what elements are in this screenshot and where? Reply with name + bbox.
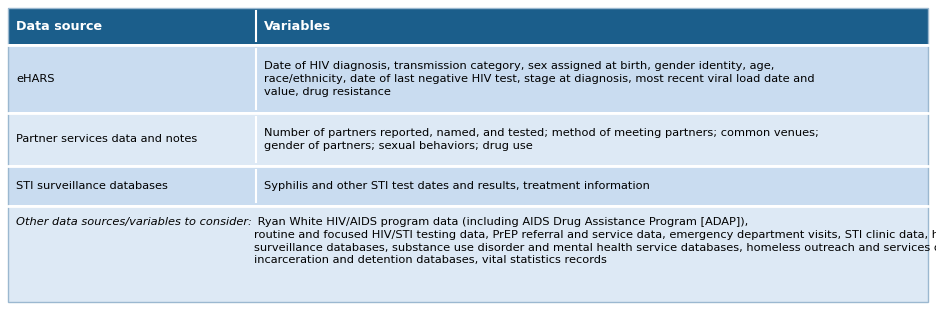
Text: Other data sources/variables to consider:: Other data sources/variables to consider… xyxy=(16,217,252,227)
Text: Date of HIV diagnosis, transmission category, sex assigned at birth, gender iden: Date of HIV diagnosis, transmission cate… xyxy=(264,61,815,97)
Bar xyxy=(8,167,928,205)
Bar xyxy=(8,207,928,302)
Text: Data source: Data source xyxy=(16,20,102,33)
Text: Ryan White HIV/AIDS program data (including AIDS Drug Assistance Program [ADAP]): Ryan White HIV/AIDS program data (includ… xyxy=(254,217,936,265)
Text: Partner services data and notes: Partner services data and notes xyxy=(16,135,197,144)
Text: Number of partners reported, named, and tested; method of meeting partners; comm: Number of partners reported, named, and … xyxy=(264,128,819,151)
Text: Syphilis and other STI test dates and results, treatment information: Syphilis and other STI test dates and re… xyxy=(264,181,651,191)
Text: STI surveillance databases: STI surveillance databases xyxy=(16,181,168,191)
Text: eHARS: eHARS xyxy=(16,74,54,84)
Bar xyxy=(8,114,928,165)
Text: Variables: Variables xyxy=(264,20,331,33)
Bar xyxy=(8,8,928,44)
Bar xyxy=(8,46,928,112)
